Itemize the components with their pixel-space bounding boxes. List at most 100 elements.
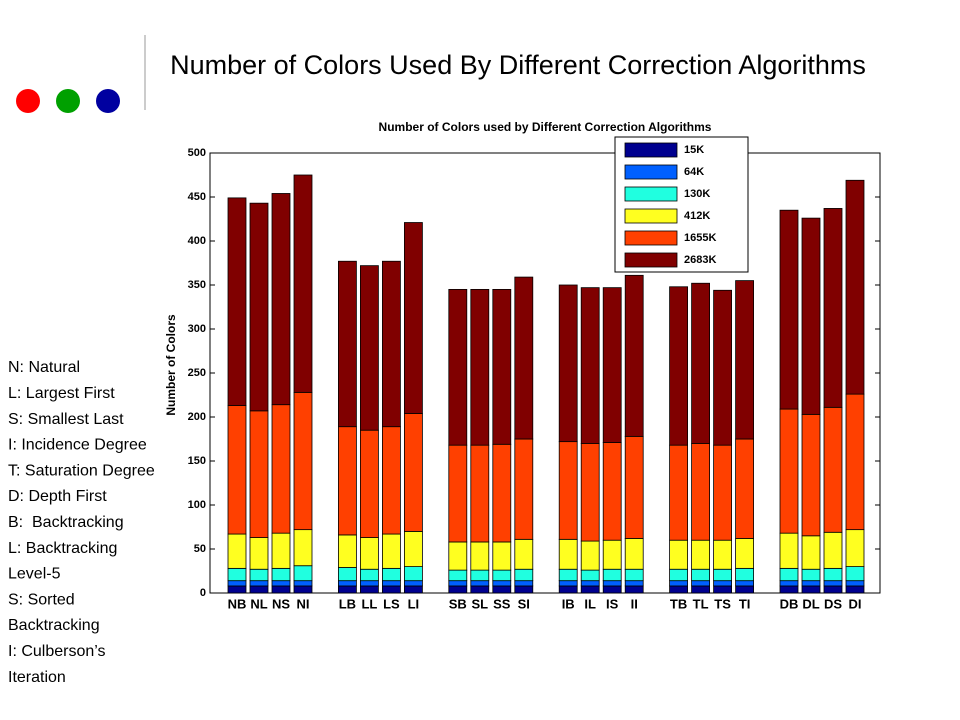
dot-blue <box>96 89 120 113</box>
bar-segment <box>448 580 468 587</box>
y-tick-label: 200 <box>188 411 206 423</box>
bar-segment <box>801 413 821 537</box>
note-line: T: Saturation Degree <box>8 462 155 479</box>
note-line: Backtracking <box>8 617 100 634</box>
bar-segment <box>227 533 247 569</box>
bar-segment <box>602 580 622 587</box>
bar-segment <box>735 567 754 582</box>
bar-segment <box>823 567 843 582</box>
legend-swatch <box>624 252 678 268</box>
x-tick-label: TI <box>739 596 751 611</box>
bar-segment <box>403 531 423 568</box>
x-tick-label: NL <box>250 596 267 611</box>
y-tick-label: 100 <box>188 499 206 511</box>
bar-segment <box>271 193 291 406</box>
bar-segment <box>293 580 313 587</box>
bar-segment <box>691 539 710 570</box>
bar-segment <box>669 585 688 594</box>
bar-segment <box>249 580 269 587</box>
x-tick-label: SL <box>471 596 488 611</box>
bar-segment <box>735 538 754 569</box>
bar-segment <box>845 393 865 531</box>
note-line: S: Sorted <box>8 591 75 608</box>
bar-segment <box>359 537 379 570</box>
bar-segment <box>293 529 313 567</box>
legend-label: 1655K <box>684 232 716 244</box>
bar-segment <box>558 441 578 540</box>
x-tick-label: NB <box>228 596 247 611</box>
bar-segment <box>691 585 710 594</box>
bar-segment <box>801 580 821 587</box>
bar-segment <box>492 569 512 582</box>
bar-segment <box>735 585 754 594</box>
bar-segment <box>403 222 423 414</box>
bar-segment <box>403 413 423 532</box>
x-tick-label: SB <box>449 596 467 611</box>
bar-segment <box>602 585 622 594</box>
bar-segment <box>492 585 512 594</box>
bar-segment <box>801 217 821 415</box>
bar-segment <box>779 567 799 582</box>
bar-segment <box>558 568 578 582</box>
bar-segment <box>602 539 622 570</box>
bar-segment <box>227 567 247 582</box>
bar-segment <box>514 580 534 587</box>
note-line: B: Backtracking <box>8 514 124 531</box>
bar-segment <box>337 567 357 582</box>
bar-segment <box>669 286 688 446</box>
bar-segment <box>227 585 247 594</box>
bar-segment <box>801 585 821 594</box>
bar-segment <box>227 580 247 587</box>
dot-red <box>16 89 40 113</box>
chart-title: Number of Colors used by Different Corre… <box>379 120 712 134</box>
bar-segment <box>624 274 644 437</box>
bar-segment <box>359 568 379 582</box>
bar-segment <box>293 174 313 393</box>
bar-segment <box>271 585 291 594</box>
bar-segment <box>845 580 865 587</box>
bar-segment <box>337 426 357 536</box>
x-tick-label: NI <box>297 596 310 611</box>
y-tick-label: 450 <box>188 191 206 203</box>
bar-segment <box>624 580 644 587</box>
bar-segment <box>448 569 468 582</box>
bar-segment <box>381 426 401 535</box>
bar-segment <box>337 260 357 428</box>
bar-segment <box>580 569 600 582</box>
bar-segment <box>735 580 754 587</box>
y-tick-label: 250 <box>188 367 206 379</box>
x-tick-label: IS <box>606 596 619 611</box>
bar-segment <box>669 568 688 582</box>
note-line: I: Culberson’s <box>8 643 106 660</box>
bar-segment <box>514 438 534 540</box>
bar-segment <box>845 179 865 395</box>
bar-segment <box>249 585 269 594</box>
bar-segment <box>779 580 799 587</box>
bar-segment <box>249 568 269 582</box>
bar-segment <box>249 410 269 538</box>
bar-segment <box>359 580 379 587</box>
bar-segment <box>227 197 247 406</box>
bar-segment <box>779 408 799 534</box>
bar-segment <box>337 580 357 587</box>
x-tick-label: DB <box>780 596 799 611</box>
legend-label: 15K <box>684 144 704 156</box>
bar-segment <box>514 568 534 582</box>
bar-segment <box>514 585 534 594</box>
bar-segment <box>381 533 401 569</box>
legend-label: 64K <box>684 166 704 178</box>
bar-segment <box>470 569 490 582</box>
x-tick-label: TB <box>670 596 687 611</box>
bar-segment <box>558 585 578 594</box>
bar-segment <box>337 585 357 594</box>
legend-box <box>614 136 749 273</box>
bar-segment <box>735 438 754 539</box>
x-tick-label: IB <box>562 596 575 611</box>
bar-segment <box>669 539 688 570</box>
dot-green <box>56 89 80 113</box>
x-tick-label: LL <box>361 596 377 611</box>
bar-segment <box>359 429 379 538</box>
note-line: S: Smallest Last <box>8 411 124 428</box>
x-tick-label: NS <box>272 596 290 611</box>
